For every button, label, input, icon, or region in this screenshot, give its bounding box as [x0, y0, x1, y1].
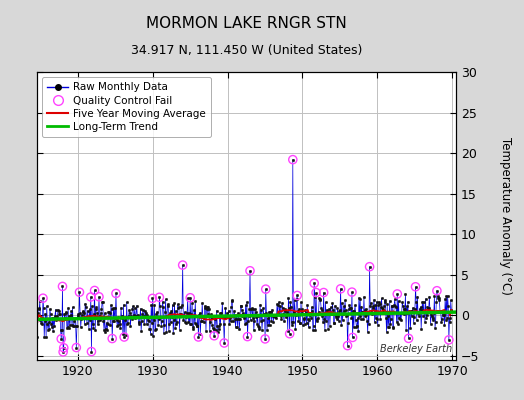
Point — [155, 294, 163, 300]
Point — [286, 330, 294, 337]
Text: Berkeley Earth: Berkeley Earth — [379, 344, 452, 354]
Point — [312, 289, 320, 296]
Point — [186, 294, 194, 301]
Point — [393, 291, 401, 297]
Text: 34.917 N, 111.450 W (United States): 34.917 N, 111.450 W (United States) — [130, 44, 362, 57]
Point — [220, 340, 228, 346]
Point — [148, 295, 157, 302]
Point — [243, 333, 252, 340]
Point — [365, 264, 374, 270]
Text: MORMON LAKE RNGR STN: MORMON LAKE RNGR STN — [146, 16, 347, 31]
Point — [120, 334, 128, 340]
Point — [179, 262, 187, 268]
Point — [194, 334, 203, 340]
Point — [72, 344, 81, 351]
Point — [336, 286, 345, 292]
Point — [289, 156, 297, 163]
Point — [310, 280, 319, 286]
Point — [348, 289, 356, 295]
Point — [348, 334, 357, 341]
Point — [261, 336, 269, 342]
Point — [95, 294, 103, 300]
Point — [210, 332, 219, 339]
Point — [293, 292, 301, 299]
Point — [343, 342, 352, 349]
Y-axis label: Temperature Anomaly (°C): Temperature Anomaly (°C) — [499, 137, 511, 295]
Point — [39, 295, 47, 301]
Point — [261, 286, 270, 292]
Point — [87, 348, 95, 355]
Point — [246, 268, 254, 274]
Point — [58, 283, 67, 290]
Legend: Raw Monthly Data, Quality Control Fail, Five Year Moving Average, Long-Term Tren: Raw Monthly Data, Quality Control Fail, … — [42, 77, 211, 137]
Point — [112, 290, 120, 297]
Point — [86, 294, 95, 300]
Point — [57, 336, 66, 342]
Point — [411, 284, 420, 290]
Point — [75, 289, 84, 295]
Point — [445, 337, 453, 343]
Point — [320, 289, 328, 296]
Point — [60, 345, 68, 351]
Point — [433, 288, 441, 294]
Point — [59, 349, 67, 355]
Point — [108, 335, 116, 342]
Point — [90, 287, 99, 294]
Point — [405, 335, 413, 342]
